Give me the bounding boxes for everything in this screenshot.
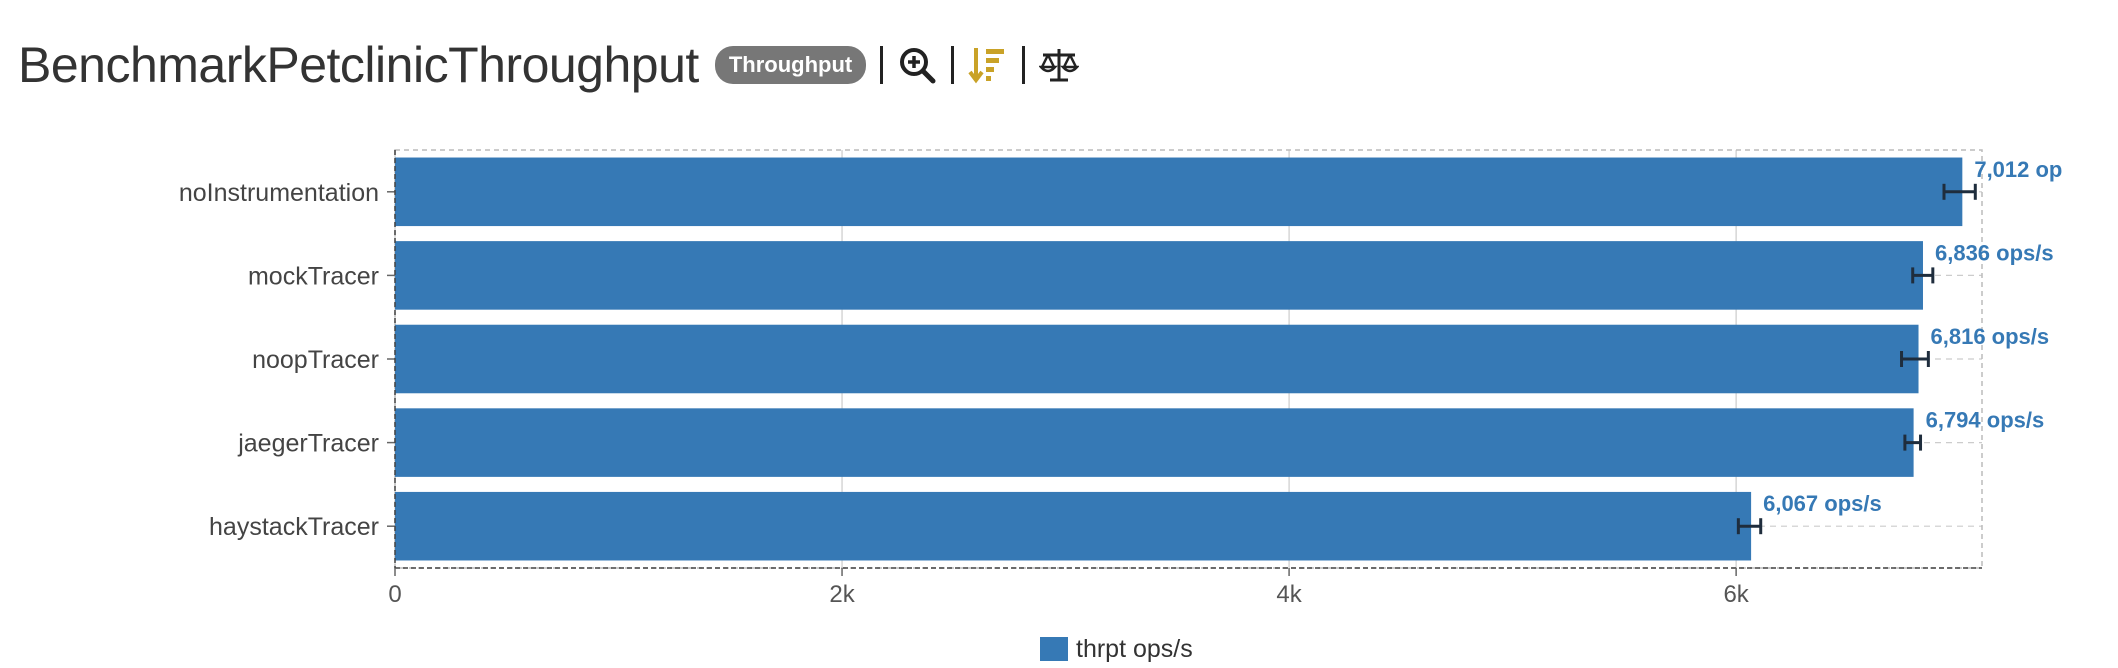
category-label-mockTracer: mockTracer bbox=[248, 262, 379, 290]
data-label-jaegerTracer: 6,794 ops/s bbox=[1926, 408, 2045, 433]
category-label-jaegerTracer: jaegerTracer bbox=[237, 430, 379, 458]
legend-label: thrpt ops/s bbox=[1076, 634, 1193, 663]
x-axis: 0 2k 4k 6k bbox=[388, 567, 1982, 608]
bar-chart: 7,012 op 6,836 ops/s 6,816 ops/s 6,794 ops/… bbox=[179, 149, 2062, 608]
x-tick-label: 6k bbox=[1723, 581, 1749, 608]
data-labels: 7,012 op 6,836 ops/s 6,816 ops/s 6,794 ops/… bbox=[1763, 157, 2062, 516]
data-label-mockTracer: 6,836 ops/s bbox=[1935, 240, 2054, 265]
category-label-noInstrumentation: noInstrumentation bbox=[179, 179, 379, 207]
data-label-noInstrumentation: 7,012 op bbox=[1974, 157, 2062, 182]
legend-swatch bbox=[1040, 637, 1068, 661]
bar-jaegerTracer bbox=[395, 408, 1914, 477]
zoom-in-icon[interactable] bbox=[897, 45, 937, 85]
chart-header: BenchmarkPetclinicThroughput Throughput bbox=[18, 30, 1080, 100]
x-tick-label: 2k bbox=[829, 581, 855, 608]
category-label-noopTracer: noopTracer bbox=[252, 346, 379, 374]
toolbar-divider bbox=[880, 46, 884, 84]
category-label-haystackTracer: haystackTracer bbox=[209, 513, 379, 541]
bars bbox=[395, 157, 1963, 561]
bar-mockTracer bbox=[395, 241, 1923, 310]
legend[interactable]: thrpt ops/s bbox=[1040, 632, 1193, 666]
bar-noopTracer bbox=[395, 324, 1919, 394]
x-tick-label: 0 bbox=[388, 581, 401, 608]
toolbar-divider bbox=[951, 46, 955, 84]
data-label-noopTracer: 6,816 ops/s bbox=[1931, 324, 2050, 349]
balance-scale-icon[interactable] bbox=[1039, 45, 1080, 85]
mode-badge[interactable]: Throughput bbox=[714, 46, 867, 84]
y-axis: noInstrumentation mockTracer noopTracer jae… bbox=[179, 150, 396, 568]
sort-descending-icon[interactable] bbox=[968, 45, 1008, 85]
toolbar-divider bbox=[1022, 46, 1026, 84]
bar-haystackTracer bbox=[395, 491, 1752, 561]
x-tick-label: 4k bbox=[1276, 581, 1302, 608]
page-title: BenchmarkPetclinicThroughput bbox=[18, 37, 699, 93]
error-bars bbox=[1736, 183, 1977, 535]
data-label-haystackTracer: 6,067 ops/s bbox=[1763, 491, 1882, 516]
bar-noInstrumentation bbox=[395, 157, 1963, 227]
